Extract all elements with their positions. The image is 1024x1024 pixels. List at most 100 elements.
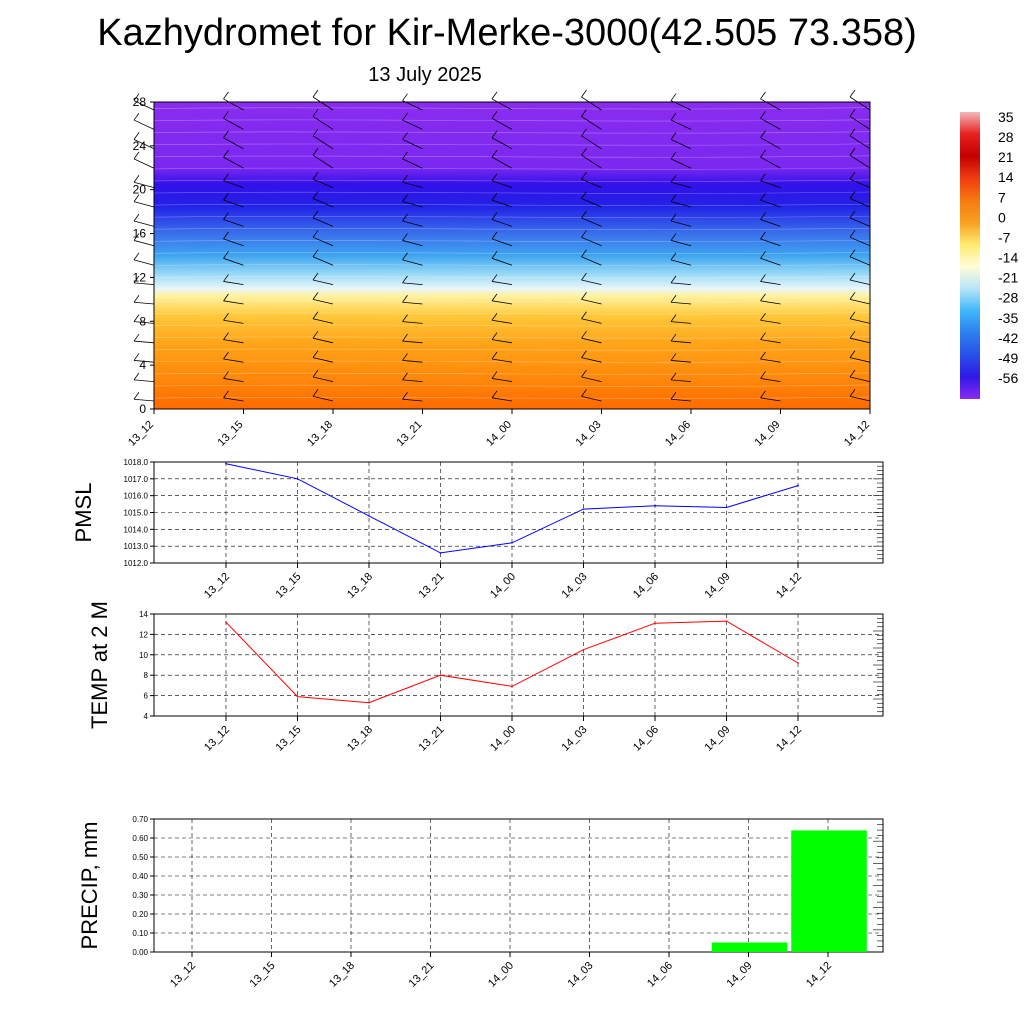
y-tick-label: 1017.0 (124, 475, 149, 484)
wind-barb-flag (760, 212, 766, 220)
wind-barb-flag (133, 333, 140, 342)
wind-barb-staff (491, 219, 513, 227)
chart-subtitle: 13 July 2025 (368, 64, 482, 86)
wind-barb-staff (133, 119, 155, 130)
wind-barb-staff (133, 240, 155, 247)
wind-barb-staff (491, 300, 513, 305)
contour-line (153, 239, 871, 242)
wind-barb-staff (581, 154, 602, 169)
x-tick-label: 13_21 (417, 571, 447, 601)
wind-barb-staff (849, 178, 871, 188)
wind-barb-flag (402, 392, 408, 400)
wind-barb-flag (849, 249, 856, 257)
colorbar-label: 0 (998, 209, 1006, 225)
wind-barb-flag (223, 149, 229, 158)
series-point (511, 542, 513, 544)
series-point (439, 552, 442, 554)
wind-barb-flag (849, 147, 856, 156)
wind-barb-flag (312, 109, 319, 117)
wind-barb-staff (760, 300, 781, 305)
wind-barb-staff (491, 358, 513, 363)
colorbar-label: -35 (998, 310, 1018, 326)
contour-line (153, 300, 871, 303)
wind-barb-staff (223, 397, 244, 402)
wind-barb-flag (133, 151, 140, 160)
wind-barb-flag (849, 330, 856, 339)
series-point (797, 484, 799, 487)
y-tick-label: 0.20 (132, 910, 148, 919)
x-tick-label: 14_06 (645, 960, 675, 990)
wind-barb-staff (491, 319, 513, 324)
wind-barb-flag (670, 372, 677, 381)
wind-barb-flag (849, 350, 856, 358)
wind-barb-staff (849, 236, 871, 247)
wind-barb-column-5 (581, 89, 602, 402)
contour-line (153, 203, 871, 206)
wind-barb-flag (760, 274, 766, 282)
wind-barb-flag (581, 230, 587, 238)
y-tick-label: 1018.0 (124, 458, 149, 467)
y-tick-label: 14 (139, 610, 148, 619)
contour-line (153, 227, 871, 230)
y-tick-label: 20 (133, 183, 147, 197)
wind-barb-staff (133, 220, 155, 227)
wind-barb-staff (402, 398, 423, 402)
wind-barb-flag (760, 91, 766, 100)
wind-barb-flag (849, 292, 856, 300)
wind-barb-staff (491, 397, 513, 402)
wind-barb-flag (133, 233, 140, 241)
wind-barb-staff (670, 240, 692, 247)
wind-barb-flag (849, 311, 856, 320)
wind-barb-staff (849, 96, 871, 111)
wind-barb-column-0 (133, 93, 155, 402)
wind-barb-staff (402, 139, 423, 150)
contour-line (153, 131, 871, 134)
y-tick-label: 8 (144, 671, 149, 680)
wind-barb-flag (491, 111, 498, 119)
x-tick-label: 13_12 (202, 571, 232, 601)
wind-barb-staff (223, 199, 244, 208)
wind-barb-staff (581, 198, 602, 208)
contour-line (153, 119, 871, 122)
wind-barb-flag (670, 252, 677, 261)
y-axis-label: TEMP at 2 M (87, 601, 112, 729)
contour-line (153, 312, 871, 315)
wind-barb-staff (670, 360, 692, 363)
wind-barb-flag (312, 292, 319, 300)
wind-barb-staff (223, 257, 244, 266)
wind-barb-flag (133, 175, 140, 183)
wind-barb-flag (223, 332, 229, 340)
x-tick-label: 14_03 (566, 960, 596, 990)
wind-barb-flag (402, 333, 408, 342)
series-point (582, 648, 585, 651)
contour-line (153, 276, 871, 279)
x-tick-label: 14_09 (753, 419, 783, 449)
wind-barb-staff (760, 137, 781, 150)
wind-barb-flag (849, 369, 856, 378)
series-point (225, 462, 227, 465)
wind-barb-staff (133, 301, 155, 305)
wind-barb-staff (133, 181, 155, 188)
wind-barb-staff (133, 100, 155, 111)
wind-barb-staff (133, 139, 155, 150)
wind-barb-staff (223, 378, 244, 382)
wind-barb-staff (491, 137, 513, 150)
wind-barb-staff (581, 298, 602, 305)
wind-barb-flag (133, 314, 140, 322)
wind-barb-flag (312, 147, 319, 156)
wind-barb-flag (581, 272, 587, 281)
wind-barb-flag (223, 192, 229, 201)
wind-barb-staff (312, 96, 334, 111)
wind-barb-flag (491, 371, 498, 379)
wind-barb-staff (223, 219, 244, 227)
wind-barb-flag (760, 149, 766, 158)
wind-barb-staff (760, 378, 781, 382)
x-tick-label: 13_15 (274, 724, 304, 754)
wind-barb-flag (312, 128, 319, 137)
wind-barb-flag (223, 173, 229, 181)
wind-barb-flag (581, 369, 587, 378)
wind-barb-staff (670, 398, 692, 402)
contour-line (153, 372, 871, 375)
wind-barb-flag (491, 312, 498, 321)
colorbar-scale (960, 112, 980, 399)
